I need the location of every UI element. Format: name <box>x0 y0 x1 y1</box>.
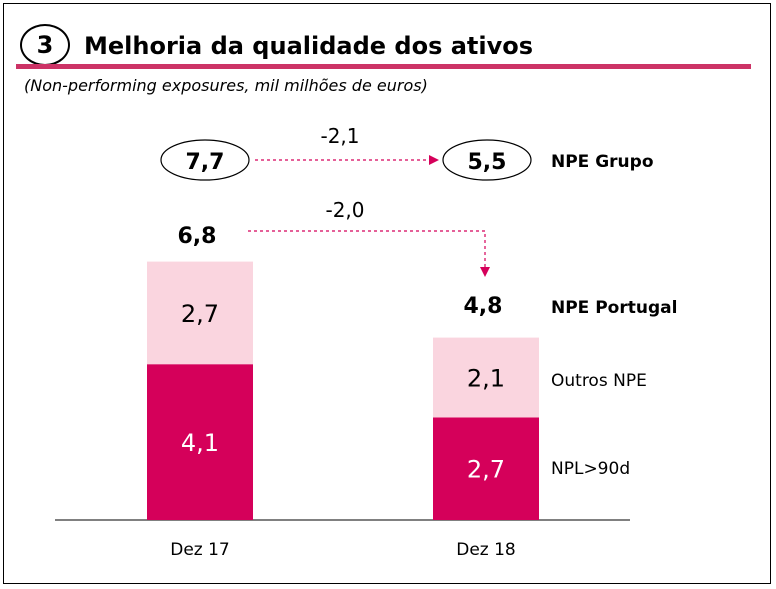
bar-value-label: 2,7 <box>181 300 219 328</box>
group-change-label: -2,1 <box>320 124 359 148</box>
bar-value-label: 4,1 <box>181 429 219 457</box>
legend-npl90d: NPL>90d <box>551 459 630 479</box>
legend-outros-npe: Outros NPE <box>551 371 647 391</box>
bar-npl90d-2 <box>433 417 539 520</box>
npe-grupo-value: 7,7 <box>186 150 225 175</box>
x-tick-label: Dez 17 <box>170 540 230 560</box>
page-title: Melhoria da qualidade dos ativos <box>84 32 534 60</box>
npe-grupo-ellipse <box>160 139 250 181</box>
x-tick-label: Dez 18 <box>456 540 516 560</box>
bar-outros-npe-2 <box>433 337 539 418</box>
total-npe-portugal-label: 4,8 <box>464 294 503 319</box>
legend-npe-grupo: NPE Grupo <box>551 152 654 172</box>
npe-grupo-ellipse <box>442 139 532 181</box>
portugal-change-arrow <box>248 230 490 277</box>
bar-value-label: 2,7 <box>467 456 505 484</box>
legend-npe-portugal: NPE Portugal <box>551 298 677 318</box>
bar-outros-npe-1 <box>147 261 253 365</box>
chart-subtitle: (Non-performing exposures, mil milhões d… <box>24 76 428 95</box>
total-npe-portugal-label: 6,8 <box>178 224 217 249</box>
portugal-change-label: -2,0 <box>325 198 364 222</box>
section-number: 3 <box>36 31 54 59</box>
slide-frame: 3 Melhoria da qualidade dos ativos (Non-… <box>3 3 771 584</box>
bar-value-label: 2,1 <box>467 365 505 393</box>
bar-npl90d-1 <box>147 364 253 520</box>
npe-grupo-value: 5,5 <box>468 150 507 175</box>
title-rule <box>16 64 751 69</box>
